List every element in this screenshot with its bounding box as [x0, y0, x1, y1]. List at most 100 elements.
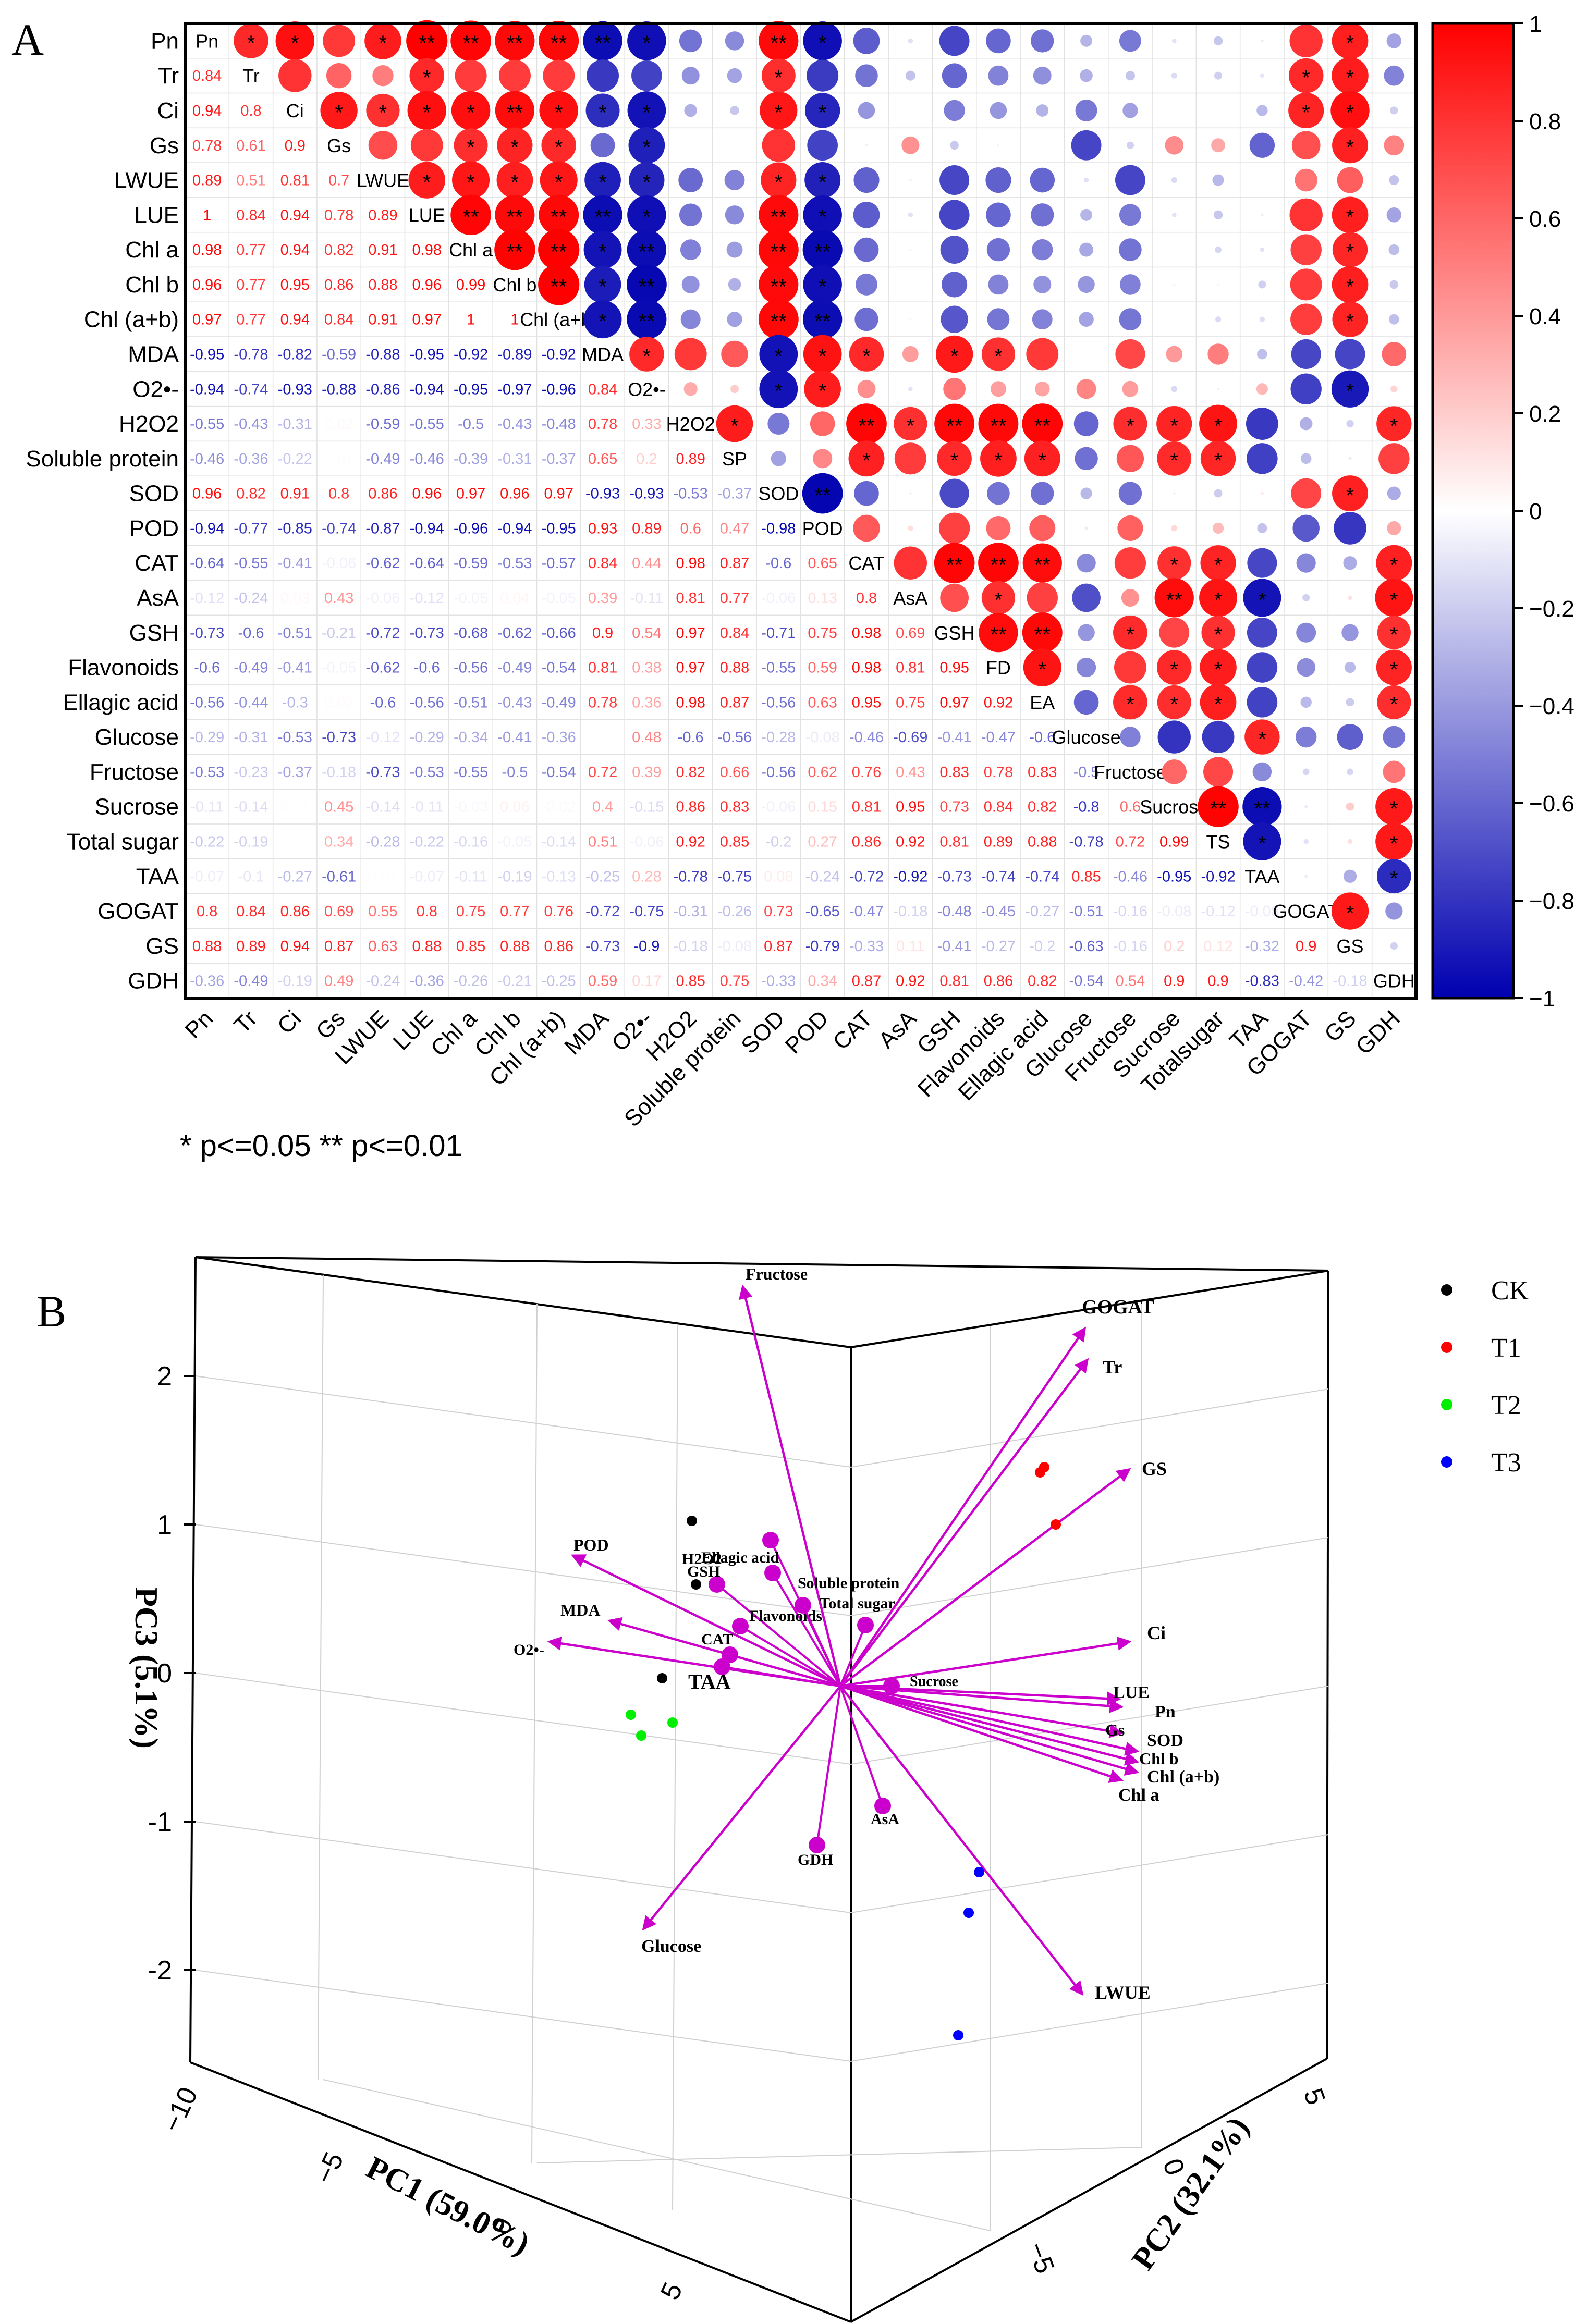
heatmap-cell [492, 719, 538, 755]
heatmap-cell [1020, 858, 1065, 894]
heatmap-cell [185, 614, 230, 650]
correlation-value: -0.5 [1073, 764, 1100, 781]
correlation-value: 0.82 [1028, 799, 1057, 816]
significance-star: ** [639, 310, 655, 333]
significance-star: ** [814, 310, 831, 333]
correlation-circle [762, 129, 796, 162]
correlation-circle [1115, 339, 1145, 369]
heatmap-cell [228, 684, 274, 720]
correlation-value: -0.32 [1245, 938, 1279, 955]
heatmap-cell [492, 301, 538, 337]
y-tick-label: 5 [1298, 2084, 1331, 2109]
diagonal-label: TS [1206, 831, 1230, 852]
correlation-circle [940, 583, 969, 612]
significance-star: * [862, 449, 871, 472]
correlation-circle [944, 100, 965, 121]
significance-star: ** [594, 206, 611, 229]
correlation-circle [1291, 131, 1321, 160]
heatmap-cell [932, 649, 977, 685]
significance-star: * [1390, 693, 1398, 716]
correlation-circle [1261, 213, 1264, 217]
correlation-value: -0.56 [761, 694, 796, 711]
correlation-value: -0.5 [458, 416, 484, 433]
correlation-value: -0.24 [365, 973, 400, 990]
heatmap-cell [800, 684, 845, 720]
correlation-circle [368, 131, 398, 160]
correlation-value: -0.87 [365, 520, 400, 537]
heatmap-cell [1064, 789, 1109, 825]
sample-point-t3 [953, 2030, 963, 2040]
correlation-circle [584, 266, 621, 303]
correlation-value: -0.94 [410, 381, 444, 398]
heatmap-cell [624, 545, 669, 581]
correlation-circle [804, 162, 841, 199]
correlation-circle [1260, 73, 1264, 78]
correlation-circle [1260, 491, 1264, 495]
correlation-circle [1076, 657, 1096, 678]
correlation-value: -0.56 [454, 660, 488, 677]
correlation-value: -0.59 [454, 555, 488, 572]
correlation-circle [1247, 548, 1277, 578]
significance-star: ** [990, 554, 1006, 577]
correlation-circle [986, 516, 1011, 540]
correlation-circle [1200, 649, 1237, 686]
correlation-value: 0.96 [412, 277, 442, 293]
correlation-circle [1120, 274, 1141, 295]
heatmap-cell [316, 440, 362, 476]
correlation-value: 0.77 [500, 903, 529, 920]
z-tick-label: -1 [148, 1807, 172, 1837]
correlation-circle [849, 337, 884, 372]
correlation-circle [678, 168, 703, 192]
correlation-value: 0.97 [456, 486, 485, 502]
correlation-value: -0.13 [542, 868, 576, 885]
heatmap-cell [316, 371, 362, 407]
heatmap-cell [888, 649, 933, 685]
heatmap-cell [185, 127, 230, 163]
correlation-circle [854, 308, 878, 331]
correlation-circle [1330, 91, 1370, 130]
sample-point-ck [687, 1516, 697, 1526]
correlation-circle [1376, 545, 1412, 581]
correlation-circle [857, 379, 876, 398]
heatmap-cell [536, 649, 581, 685]
grid-line [195, 1970, 851, 2062]
heatmap-cell [1371, 510, 1417, 546]
heatmap-cell [888, 684, 933, 720]
heatmap-cell [228, 371, 274, 407]
correlation-circle [1174, 249, 1175, 251]
cube-edge [195, 1256, 1329, 1272]
heatmap-cell [448, 336, 494, 372]
correlation-circle [1290, 234, 1322, 265]
correlation-value: 0.97 [676, 625, 705, 642]
correlation-circle [727, 312, 742, 327]
correlation-value: -0.56 [761, 764, 796, 781]
correlation-value: 0.84 [588, 381, 617, 398]
loading-label-h2o2: H2O2 [682, 1551, 722, 1568]
correlation-circle [278, 59, 312, 92]
correlation-value: 0.98 [852, 625, 881, 642]
correlation-circle [986, 238, 1010, 262]
correlation-value: 0.08 [764, 868, 793, 885]
heatmap-cell [580, 754, 625, 790]
loading-vector-tr [839, 1358, 1089, 1687]
correlation-circle [942, 63, 967, 88]
correlation-circle [1348, 595, 1352, 600]
correlation-circle [909, 284, 911, 286]
correlation-value: 0.94 [280, 312, 310, 328]
correlation-value: 0.96 [192, 277, 222, 293]
correlation-circle [364, 22, 401, 59]
correlation-circle [987, 308, 1010, 331]
row-label-glucose: Glucose [95, 724, 179, 750]
correlation-circle [1244, 719, 1280, 755]
heatmap-cell [360, 231, 406, 268]
significance-star: * [1214, 554, 1223, 577]
significance-star: ** [507, 32, 523, 55]
loading-label-glucose: Glucose [641, 1937, 701, 1956]
heatmap-cell [185, 893, 230, 929]
correlation-circle [1334, 512, 1366, 545]
correlation-circle [1080, 69, 1093, 82]
correlation-value: 0.82 [324, 242, 353, 259]
loading-label-ellagic-acid: Ellagic acid [701, 1549, 779, 1566]
heatmap-cell [404, 823, 449, 859]
